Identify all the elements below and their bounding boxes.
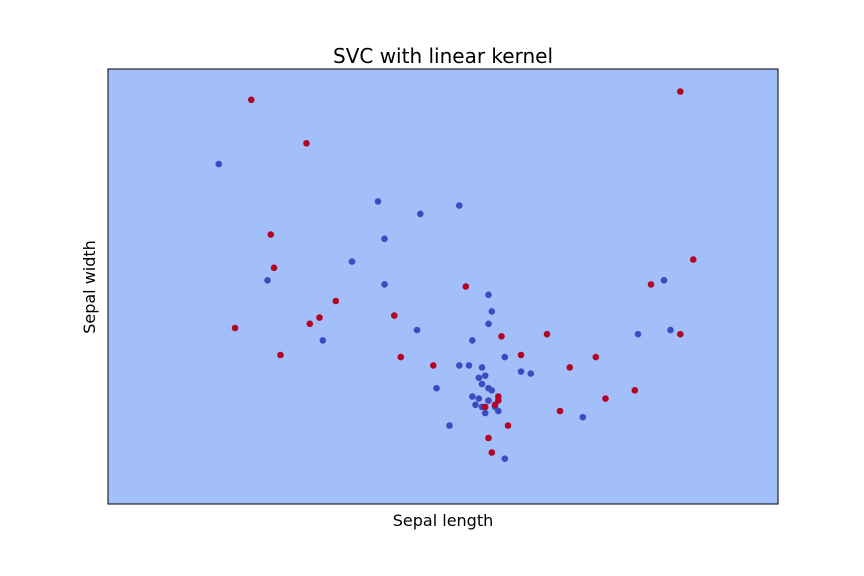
scatter-point-0-8 bbox=[413, 326, 421, 334]
scatter-point-0-24 bbox=[481, 409, 489, 417]
scatter-point-0-32 bbox=[501, 455, 509, 463]
scatter-point-1-8 bbox=[332, 297, 340, 305]
chart-title: SVC with linear kernel bbox=[333, 44, 553, 68]
scatter-point-1-21 bbox=[517, 351, 525, 359]
scatter-point-1-29 bbox=[677, 88, 684, 95]
scatter-point-1-15 bbox=[488, 449, 496, 456]
scatter-point-0-35 bbox=[527, 370, 535, 377]
scatter-point-1-22 bbox=[543, 330, 551, 338]
scatter-point-1-1 bbox=[231, 324, 239, 332]
scatter-point-0-33 bbox=[501, 353, 509, 361]
scatter-point-0-5 bbox=[381, 235, 388, 243]
scatter-point-0-22 bbox=[485, 397, 492, 404]
scatter-point-1-12 bbox=[462, 283, 470, 290]
scatter-point-0-26 bbox=[485, 291, 492, 299]
y-axis-label: Sepal width bbox=[80, 240, 99, 334]
scatter-point-0-18 bbox=[478, 380, 486, 388]
scatter-point-1-27 bbox=[631, 387, 639, 394]
scatter-point-0-38 bbox=[660, 277, 668, 284]
scatter-point-0-14 bbox=[469, 337, 476, 344]
scatter-point-1-4 bbox=[277, 351, 284, 359]
scatter-point-0-36 bbox=[579, 413, 587, 421]
scatter-point-1-9 bbox=[391, 312, 398, 319]
scatter-point-1-7 bbox=[316, 314, 323, 321]
scatter-point-0-10 bbox=[446, 422, 453, 429]
scatter-points bbox=[215, 88, 697, 463]
scatter-point-1-24 bbox=[566, 364, 574, 371]
scatter-point-1-23 bbox=[556, 407, 564, 415]
scatter-point-1-18 bbox=[495, 397, 502, 404]
scatter-point-0-11 bbox=[456, 202, 463, 209]
scatter-point-0-7 bbox=[417, 210, 424, 218]
scatter-point-1-14 bbox=[485, 434, 492, 442]
scatter-point-0-15 bbox=[469, 393, 476, 400]
scatter-point-0-1 bbox=[264, 277, 271, 284]
scatter-point-1-26 bbox=[602, 395, 609, 402]
scatter-point-1-28 bbox=[647, 281, 655, 288]
scatter-point-1-6 bbox=[306, 320, 314, 328]
scatter-point-1-0 bbox=[248, 96, 255, 104]
scatter-point-0-28 bbox=[488, 308, 496, 315]
scatter-point-1-20 bbox=[504, 422, 512, 429]
scatter-point-0-9 bbox=[433, 384, 440, 392]
scatter-point-0-12 bbox=[456, 362, 463, 369]
scatter-point-0-16 bbox=[472, 401, 479, 409]
scatter-point-0-4 bbox=[374, 198, 382, 205]
scatter-point-1-3 bbox=[270, 264, 278, 272]
decision-region-background bbox=[108, 69, 778, 504]
scatter-point-1-11 bbox=[430, 362, 437, 369]
scatter-point-1-5 bbox=[303, 140, 310, 147]
scatter-point-0-29 bbox=[488, 387, 496, 394]
scatter-point-1-13 bbox=[481, 403, 489, 411]
plot-frame bbox=[107, 68, 779, 505]
scatter-point-0-20 bbox=[478, 364, 486, 371]
scatter-point-0-0 bbox=[215, 160, 223, 168]
scatter-point-0-17 bbox=[475, 374, 483, 382]
scatter-point-0-27 bbox=[485, 320, 492, 328]
plot-area bbox=[107, 68, 779, 505]
scatter-point-0-2 bbox=[319, 337, 327, 344]
scatter-point-1-19 bbox=[498, 333, 505, 340]
scatter-point-0-13 bbox=[465, 362, 473, 369]
scatter-point-0-31 bbox=[495, 407, 502, 415]
scatter-point-1-31 bbox=[690, 256, 697, 263]
scatter-point-0-37 bbox=[634, 330, 642, 338]
scatter-point-1-25 bbox=[592, 353, 600, 361]
scatter-point-0-3 bbox=[348, 258, 356, 265]
scatter-point-1-10 bbox=[397, 353, 405, 361]
scatter-point-0-34 bbox=[517, 368, 525, 375]
scatter-point-1-30 bbox=[677, 330, 684, 338]
scatter-point-0-6 bbox=[381, 281, 388, 288]
scatter-point-0-21 bbox=[481, 372, 489, 380]
x-axis-label: Sepal length bbox=[393, 511, 494, 530]
scatter-point-1-2 bbox=[267, 231, 275, 238]
scatter-point-0-19 bbox=[475, 395, 483, 402]
scatter-point-0-39 bbox=[667, 326, 674, 334]
